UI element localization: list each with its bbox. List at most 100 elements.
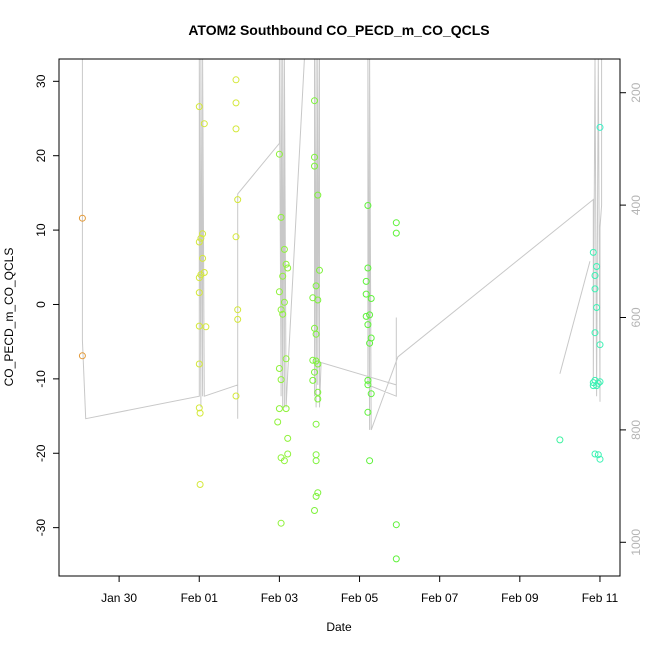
- y-right-tick-label: 600: [629, 307, 643, 327]
- data-point: [279, 272, 287, 280]
- data-point: [392, 555, 400, 563]
- data-point: [312, 451, 320, 459]
- data-point: [316, 266, 323, 274]
- y-tick-label: 10: [34, 223, 48, 237]
- data-point: [364, 381, 372, 389]
- data-point: [195, 360, 203, 368]
- data-point: [593, 263, 601, 270]
- data-point: [591, 272, 599, 279]
- data-point: [311, 368, 318, 376]
- x-tick-label: Feb 01: [181, 591, 219, 605]
- data-point: [275, 405, 283, 413]
- data-point: [392, 229, 400, 237]
- y-tick-label: 20: [34, 149, 48, 163]
- data-point: [367, 295, 375, 302]
- y-right-tick-label: 1000: [629, 529, 643, 556]
- data-point: [282, 405, 290, 413]
- data-point: [200, 120, 208, 128]
- data-point: [280, 457, 288, 465]
- data-point: [593, 304, 601, 311]
- y-tick-label: -30: [34, 519, 48, 537]
- data-point: [274, 418, 282, 426]
- data-point: [362, 277, 370, 285]
- data-point: [234, 315, 242, 323]
- y-axis-right: 200 400 600 800 1000: [619, 82, 643, 556]
- data-point: [78, 214, 86, 222]
- x-tick-label: Feb 03: [261, 591, 299, 605]
- data-point: [364, 376, 372, 384]
- data-point: [309, 376, 317, 384]
- data-point: [277, 376, 285, 384]
- data-point: [591, 285, 599, 293]
- data-point: [195, 289, 203, 297]
- y-right-tick-label: 200: [629, 82, 643, 102]
- x-tick-label: Feb 11: [582, 591, 619, 605]
- data-point: [311, 507, 318, 514]
- x-axis-label: Date: [326, 620, 352, 634]
- x-tick-label: Feb 05: [341, 591, 379, 605]
- data-point: [591, 450, 599, 458]
- data-point: [195, 238, 203, 246]
- data-point: [232, 99, 240, 107]
- data-point: [232, 125, 240, 133]
- y-tick-label: 0: [34, 301, 48, 308]
- data-point: [309, 356, 317, 364]
- data-point: [275, 365, 283, 372]
- pressure-trace-segment: [559, 261, 591, 374]
- data-point: [232, 392, 240, 400]
- data-points-layer: [78, 76, 604, 563]
- data-point: [314, 489, 322, 497]
- data-point: [364, 264, 372, 272]
- y-tick-label: -20: [34, 444, 48, 462]
- chart-title: ATOM2 Southbound CO_PECD_m_CO_QCLS: [188, 22, 489, 38]
- y-right-tick-label: 800: [629, 420, 643, 440]
- data-point: [362, 312, 370, 320]
- data-point: [275, 288, 283, 296]
- data-point: [195, 322, 203, 330]
- data-point: [314, 191, 322, 199]
- data-point: [277, 519, 285, 527]
- data-point: [366, 311, 374, 319]
- data-point: [311, 153, 318, 161]
- data-point: [311, 162, 318, 170]
- data-point: [311, 97, 318, 105]
- data-point: [366, 457, 374, 465]
- data-point: [279, 310, 287, 318]
- data-point: [556, 436, 564, 444]
- data-point: [591, 329, 599, 337]
- data-point: [282, 260, 290, 268]
- x-tick-label: Feb 07: [421, 591, 459, 605]
- data-point: [364, 408, 372, 416]
- data-point: [594, 451, 602, 459]
- data-point: [596, 123, 604, 131]
- data-point: [284, 434, 292, 442]
- data-point: [234, 306, 242, 314]
- data-point: [367, 390, 375, 398]
- data-point: [314, 296, 322, 304]
- data-point: [284, 264, 292, 272]
- data-point: [196, 481, 204, 488]
- y-axis-label: CO_PECD_m_CO_QCLS: [2, 248, 16, 387]
- data-point: [392, 219, 400, 227]
- data-point: [277, 306, 285, 314]
- data-point: [589, 248, 597, 256]
- data-point: [312, 420, 320, 428]
- data-point: [392, 521, 400, 529]
- data-point: [280, 298, 288, 306]
- y-axis: 30 20 10 0 -10 -20 -30: [34, 74, 60, 537]
- data-point: [312, 457, 320, 465]
- data-point: [312, 330, 320, 338]
- data-point: [197, 234, 205, 242]
- y-right-tick-label: 400: [629, 195, 643, 215]
- data-point: [199, 230, 207, 238]
- plot-frame: [58, 58, 621, 577]
- y-tick-label: -10: [34, 370, 48, 388]
- x-tick-label: Jan 30: [101, 591, 137, 605]
- data-point: [312, 282, 320, 290]
- data-point: [232, 233, 240, 241]
- data-point: [596, 341, 604, 349]
- data-point: [364, 321, 372, 329]
- pressure-trace-layer: [81, 58, 603, 431]
- data-point: [596, 455, 604, 463]
